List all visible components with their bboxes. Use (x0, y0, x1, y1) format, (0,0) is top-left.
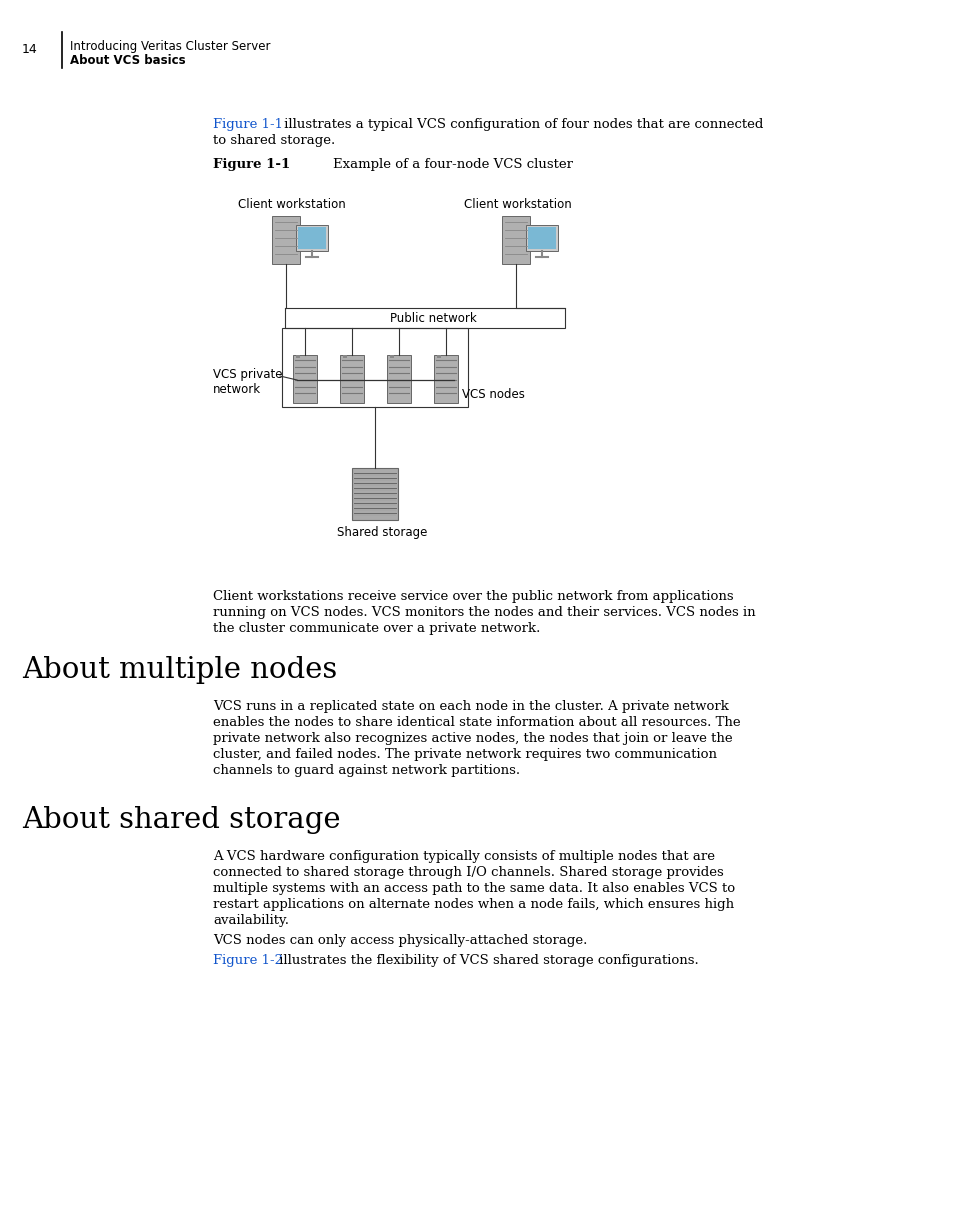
Bar (293, 355, 317, 402)
Bar (295, 225, 328, 252)
Text: restart applications on alternate nodes when a node fails, which ensures high: restart applications on alternate nodes … (213, 898, 734, 910)
Bar (527, 227, 556, 249)
Text: About VCS basics: About VCS basics (70, 54, 186, 67)
Bar (389, 355, 394, 358)
Bar (282, 328, 468, 407)
Bar (285, 308, 564, 328)
Text: connected to shared storage through I/O channels. Shared storage provides: connected to shared storage through I/O … (213, 866, 723, 879)
Bar (352, 467, 397, 520)
Text: Introducing Veritas Cluster Server: Introducing Veritas Cluster Server (70, 40, 271, 53)
Text: Client workstations receive service over the public network from applications: Client workstations receive service over… (213, 590, 733, 602)
Text: private network also recognizes active nodes, the nodes that join or leave the: private network also recognizes active n… (213, 733, 732, 745)
Text: Figure 1-1: Figure 1-1 (213, 158, 290, 171)
Text: Shared storage: Shared storage (336, 526, 427, 539)
Text: multiple systems with an access path to the same data. It also enables VCS to: multiple systems with an access path to … (213, 882, 735, 894)
Text: VCS runs in a replicated state on each node in the cluster. A private network: VCS runs in a replicated state on each n… (213, 699, 728, 713)
Text: 14: 14 (22, 43, 38, 56)
Text: VCS private
network: VCS private network (213, 368, 282, 396)
Text: Client workstation: Client workstation (463, 198, 571, 211)
Text: About multiple nodes: About multiple nodes (22, 656, 337, 683)
Text: to shared storage.: to shared storage. (213, 134, 335, 147)
Text: Public network: Public network (390, 312, 476, 325)
Text: channels to guard against network partitions.: channels to guard against network partit… (213, 764, 519, 777)
Text: running on VCS nodes. VCS monitors the nodes and their services. VCS nodes in: running on VCS nodes. VCS monitors the n… (213, 606, 755, 618)
Bar (272, 216, 299, 264)
Text: cluster, and failed nodes. The private network requires two communication: cluster, and failed nodes. The private n… (213, 748, 717, 761)
Bar (295, 355, 299, 358)
Text: illustrates the flexibility of VCS shared storage configurations.: illustrates the flexibility of VCS share… (274, 955, 698, 967)
Bar (339, 355, 364, 402)
Bar (297, 227, 326, 249)
Text: the cluster communicate over a private network.: the cluster communicate over a private n… (213, 622, 539, 636)
Text: Figure 1-1: Figure 1-1 (213, 118, 283, 131)
Bar (434, 355, 457, 402)
Text: Client workstation: Client workstation (237, 198, 345, 211)
Bar (342, 355, 346, 358)
Text: VCS nodes: VCS nodes (461, 388, 524, 401)
Bar (525, 225, 558, 252)
Text: Figure 1-2: Figure 1-2 (213, 955, 283, 967)
Bar (386, 355, 411, 402)
Text: About shared storage: About shared storage (22, 806, 340, 834)
Bar (501, 216, 530, 264)
Text: illustrates a typical VCS configuration of four nodes that are connected: illustrates a typical VCS configuration … (280, 118, 762, 131)
Bar (436, 355, 440, 358)
Text: enables the nodes to share identical state information about all resources. The: enables the nodes to share identical sta… (213, 717, 740, 729)
Text: VCS nodes can only access physically-attached storage.: VCS nodes can only access physically-att… (213, 934, 587, 947)
Text: Example of a four-node VCS cluster: Example of a four-node VCS cluster (333, 158, 573, 171)
Text: A VCS hardware configuration typically consists of multiple nodes that are: A VCS hardware configuration typically c… (213, 850, 714, 863)
Text: availability.: availability. (213, 914, 289, 928)
